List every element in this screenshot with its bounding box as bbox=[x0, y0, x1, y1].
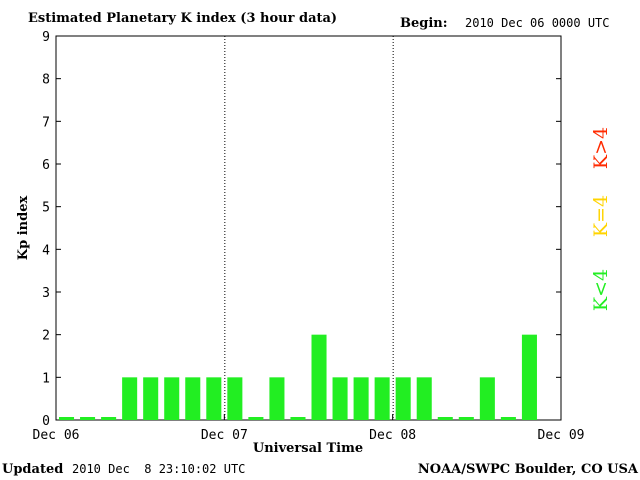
y-tick-label: 3 bbox=[42, 286, 50, 301]
kp-bar bbox=[122, 377, 138, 420]
y-tick-label: 1 bbox=[42, 371, 50, 386]
kp-bar bbox=[206, 377, 222, 420]
kp-bar bbox=[332, 377, 348, 420]
kp-bar bbox=[269, 377, 285, 420]
kp-bar bbox=[185, 377, 201, 420]
legend-k-below-4: K<4 bbox=[590, 269, 612, 311]
plot-area bbox=[55, 35, 562, 421]
kp-bar bbox=[353, 377, 369, 420]
begin-value: 2010 Dec 06 0000 UTC bbox=[465, 16, 610, 30]
day-dividers bbox=[224, 36, 394, 420]
y-axis-label: Kp index bbox=[16, 196, 31, 261]
x-tick-label: Dec 09 bbox=[538, 428, 585, 443]
y-tick-label: 8 bbox=[42, 73, 50, 88]
y-tick-label: 6 bbox=[42, 158, 50, 173]
kp-bar bbox=[374, 377, 390, 420]
x-tick-label: Dec 08 bbox=[369, 428, 416, 443]
kp-bar bbox=[290, 417, 306, 420]
y-axis: 0 1 2 3 4 5 6 7 8 9 bbox=[42, 30, 561, 429]
x-axis: Dec 06 Dec 07 Dec 08 Dec 09 bbox=[33, 414, 585, 443]
x-tick-label: Dec 06 bbox=[33, 428, 80, 443]
chart-title: Estimated Planetary K index (3 hour data… bbox=[28, 11, 337, 26]
legend-k-above-4: K>4 bbox=[590, 127, 612, 169]
x-axis-label: Universal Time bbox=[253, 441, 363, 456]
y-tick-label: 5 bbox=[42, 201, 50, 216]
legend-k-equal-4: K=4 bbox=[590, 195, 612, 237]
y-tick-label: 4 bbox=[42, 243, 50, 258]
source-credit: NOAA/SWPC Boulder, CO USA bbox=[418, 462, 639, 477]
kp-bar bbox=[500, 417, 516, 420]
y-tick-label: 0 bbox=[42, 414, 50, 429]
kp-bar bbox=[227, 377, 243, 420]
kp-bar bbox=[80, 417, 96, 420]
bars bbox=[59, 334, 537, 420]
begin-label: Begin: bbox=[400, 16, 448, 31]
kp-bar bbox=[395, 377, 411, 420]
y-tick-label: 9 bbox=[42, 30, 50, 45]
x-tick-label: Dec 07 bbox=[201, 428, 248, 443]
kp-bar bbox=[458, 417, 474, 420]
y-tick-label: 7 bbox=[42, 115, 50, 130]
kp-bar bbox=[479, 377, 495, 420]
kp-bar bbox=[143, 377, 159, 420]
kp-bar bbox=[311, 334, 327, 420]
kp-bar bbox=[521, 334, 537, 420]
kp-bar bbox=[164, 377, 180, 420]
kp-bar bbox=[59, 417, 75, 420]
kp-bar bbox=[416, 377, 432, 420]
updated-value: 2010 Dec 8 23:10:02 UTC bbox=[72, 462, 245, 476]
y-tick-label: 2 bbox=[42, 329, 50, 344]
kp-bar bbox=[101, 417, 117, 420]
kp-bar bbox=[248, 417, 264, 420]
kp-bar bbox=[437, 417, 453, 420]
updated-label: Updated bbox=[2, 462, 63, 477]
